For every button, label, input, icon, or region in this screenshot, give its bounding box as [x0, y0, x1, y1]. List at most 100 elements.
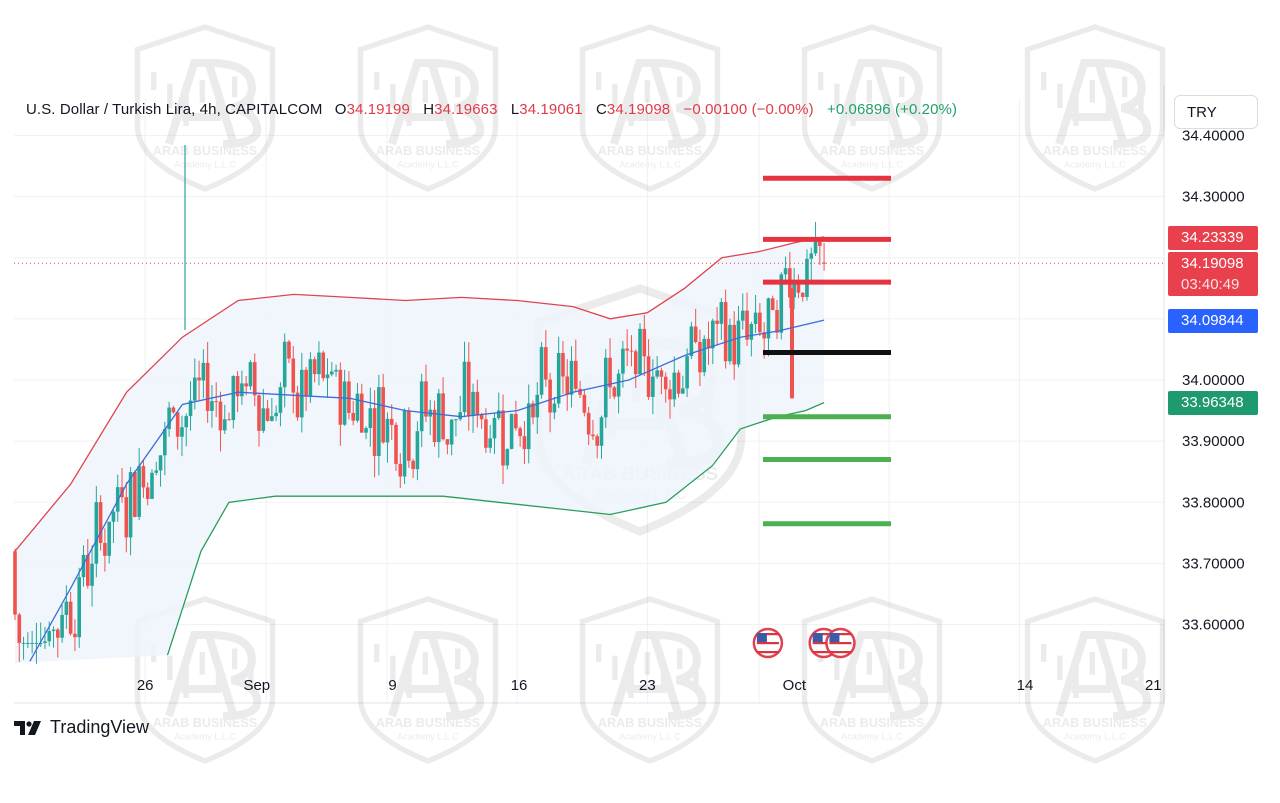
candle-body [265, 408, 270, 421]
candle-body [715, 320, 719, 324]
currency-button[interactable]: TRY [1174, 95, 1258, 129]
candle-body [124, 497, 129, 538]
candle-body [235, 376, 240, 397]
time-tick-label: 23 [639, 677, 656, 694]
candle-body [586, 412, 591, 435]
time-axis: 26 Sep 9 16 23 Oct 14 21 [137, 677, 1162, 694]
us-flag-icon [752, 627, 784, 659]
candle-body [790, 288, 794, 399]
candle-body [107, 521, 111, 556]
watermark-text: ARAB BUSINESS [376, 716, 480, 730]
candle-body [419, 381, 424, 432]
candle-body [496, 410, 501, 418]
candle-body [248, 362, 253, 387]
candle-body [758, 312, 762, 333]
candle-body [60, 614, 64, 638]
candle-body [779, 274, 784, 333]
close-value: 34.19098 [606, 101, 671, 118]
candle-body [34, 642, 39, 644]
candle-body [552, 403, 557, 413]
candle-body [509, 413, 514, 449]
candle-body [518, 428, 522, 437]
candle-body [244, 383, 248, 387]
candle-body [479, 414, 484, 420]
candle-body [64, 601, 69, 615]
candle-body [111, 511, 116, 522]
candle-body [432, 409, 437, 443]
candle-body [642, 328, 647, 357]
candle-body [702, 338, 707, 373]
candle-body [334, 369, 338, 372]
candle-body [171, 407, 176, 413]
candle-body [753, 312, 758, 324]
candle-body [317, 352, 321, 375]
candle-body [312, 359, 317, 375]
open-label: O [334, 101, 347, 118]
candle-body [728, 324, 732, 362]
indicator-change: +0.06896 (+0.20%) [826, 101, 958, 118]
candle-body [98, 502, 103, 543]
candle-body [141, 466, 146, 488]
symbol-title[interactable]: U.S. Dollar / Turkish Lira, 4h, CAPITALC… [26, 101, 323, 118]
candle-body [257, 395, 261, 431]
candle-body [616, 373, 621, 397]
candle-body [407, 410, 411, 461]
candle-body [94, 502, 99, 564]
watermark-subtext: Academy L.L.C [619, 159, 681, 169]
watermark-text: ARAB BUSINESS [376, 144, 480, 158]
candle-body [364, 428, 368, 433]
high-label: H [423, 101, 435, 118]
candle-body [762, 332, 766, 339]
candle-body [466, 361, 471, 416]
watermark-subtext: Academy L.L.C [397, 731, 459, 741]
candle-body [689, 326, 694, 357]
candle-body [304, 369, 308, 396]
middle-band-tag-value: 34.09844 [1181, 312, 1244, 329]
candle-body [150, 472, 154, 499]
candle-body [389, 418, 394, 425]
candle-body [501, 410, 505, 466]
candle-body [325, 374, 330, 379]
candle-body [222, 419, 227, 431]
candle-body [424, 381, 428, 417]
price-tick-label: 33.90000 [1182, 433, 1245, 450]
candle-body [137, 466, 141, 517]
candle-body [655, 370, 659, 377]
candle-body [47, 631, 52, 642]
candle-body [749, 323, 754, 340]
candle-body [710, 320, 715, 349]
candle-body [154, 470, 159, 473]
watermark-text: ARAB BUSINESS [1043, 144, 1147, 158]
close-label: C [595, 101, 607, 118]
candle-body [681, 388, 685, 394]
high-value: 34.19663 [434, 101, 498, 118]
candle-body [287, 341, 291, 359]
support-resistance-levels [763, 175, 891, 527]
open-value: 34.19199 [346, 101, 410, 118]
candle-body [488, 438, 492, 448]
candle-body [38, 642, 43, 644]
candle-body [342, 381, 347, 425]
candle-countdown: 03:40:49 [1181, 276, 1240, 293]
candle-body [261, 408, 266, 431]
tradingview-logo[interactable]: TradingView [14, 717, 149, 738]
candle-body [578, 388, 582, 395]
watermark-subtext: Academy L.L.C [174, 159, 236, 169]
candle-body [77, 577, 82, 638]
candle-body [17, 614, 22, 643]
watermark-subtext: Academy L.L.C [619, 731, 681, 741]
price-tick-label: 34.00000 [1182, 372, 1245, 389]
watermark-text: ARAB BUSINESS [820, 716, 924, 730]
candle-body [291, 358, 296, 393]
candle-body [574, 360, 578, 389]
candle-body [193, 377, 197, 401]
watermark-subtext: Academy L.L.C [1064, 731, 1126, 741]
candle-body [565, 376, 570, 395]
candle-body [822, 262, 826, 264]
